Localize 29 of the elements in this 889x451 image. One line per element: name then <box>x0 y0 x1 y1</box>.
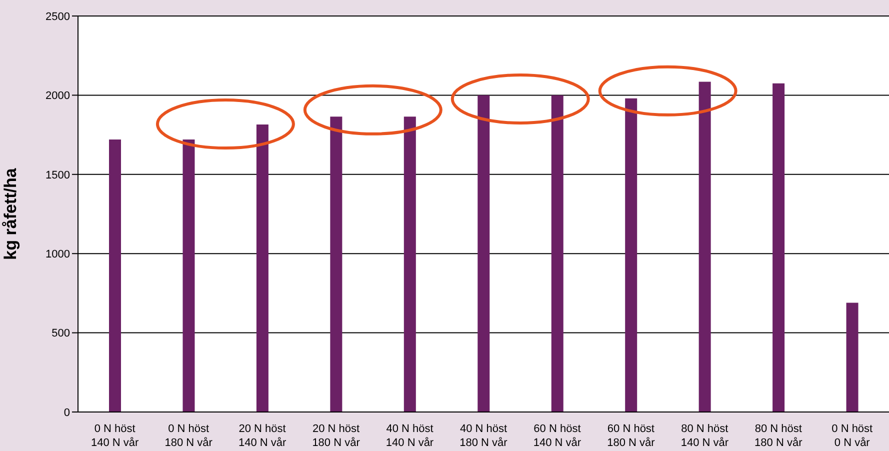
x-tick-label: 40 N höst 180 N vår <box>460 423 508 449</box>
bar <box>625 98 638 412</box>
y-tick-label: 2000 <box>46 90 70 102</box>
x-tick-label: 0 N höst 0 N vår <box>832 423 873 449</box>
bar <box>182 140 195 412</box>
x-tick-label: 20 N höst 140 N vår <box>238 423 286 449</box>
bar <box>551 95 564 412</box>
y-tick-label: 500 <box>52 328 70 340</box>
y-tick-label: 2500 <box>46 10 70 23</box>
x-tick-label: 60 N höst 180 N vår <box>607 423 656 449</box>
x-tick-label: 0 N höst 140 N vår <box>91 423 140 449</box>
x-tick-label: 20 N höst 180 N vår <box>312 423 360 449</box>
bar <box>330 116 342 412</box>
x-tick-label: 40 N höst 140 N vår <box>386 423 434 449</box>
bar <box>256 124 268 412</box>
y-tick-label: 1500 <box>46 169 70 182</box>
bar <box>478 95 490 412</box>
x-tick-label: 60 N höst 140 N vår <box>533 423 582 449</box>
bar <box>772 83 785 412</box>
bar <box>404 116 416 412</box>
y-tick-label: 1000 <box>46 248 70 261</box>
bar <box>846 302 858 412</box>
x-tick-label: 0 N höst 180 N vår <box>164 423 213 449</box>
bar <box>109 140 121 412</box>
bar <box>698 82 711 412</box>
y-axis-title: kg råfett/ha <box>1 168 20 260</box>
x-tick-label: 80 N höst 180 N vår <box>754 423 803 449</box>
x-tick-label: 80 N höst 140 N vår <box>680 423 729 449</box>
y-tick-label: 0 <box>64 406 70 419</box>
